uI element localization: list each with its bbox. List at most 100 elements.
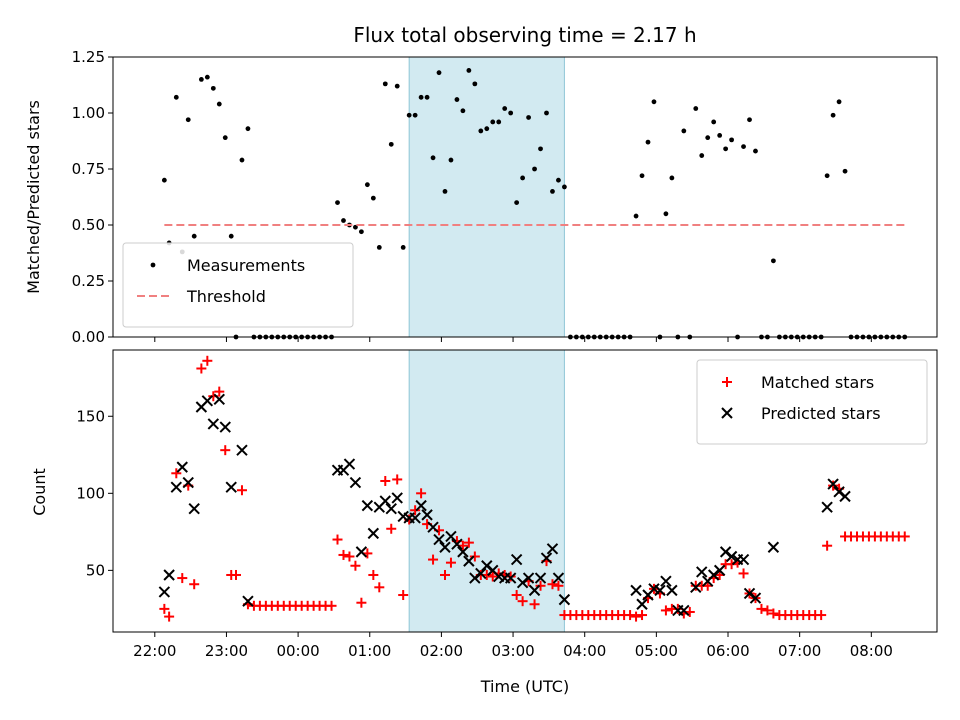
matched-stars-point-6 (196, 363, 207, 374)
predicted-stars-point-24-b (391, 492, 403, 504)
predicted-stars-point-10-b (219, 421, 231, 433)
measurements-point-65 (550, 189, 555, 194)
predicted-stars-point-73 (767, 541, 780, 553)
predicted-stars-point-17-b (349, 476, 362, 489)
measurements-point-115 (848, 334, 854, 340)
predicted-stars-point-31 (433, 533, 445, 546)
measurements-point-7 (204, 74, 210, 80)
matched-stars-point-110 (816, 610, 827, 621)
measurements-point-20 (281, 334, 287, 340)
measurements-point-9 (216, 101, 222, 107)
predicted-stars-point-73-b (767, 541, 780, 553)
measurements-point-58 (508, 110, 514, 116)
measurements-point-34 (364, 182, 370, 188)
measurements-point-71 (585, 334, 591, 340)
matched-stars-point-124 (899, 531, 910, 542)
measurements-point-113 (836, 99, 842, 105)
measurements-point-78 (627, 334, 633, 340)
predicted-stars-point-44-b (510, 553, 523, 566)
predicted-stars-point-77-b (839, 490, 851, 503)
measurements-point-53 (478, 128, 484, 134)
y-tick-label-counts-1: 100 (76, 484, 105, 502)
measurements-point-123 (896, 334, 902, 340)
matched-stars-point-101 (762, 605, 773, 616)
y-tick-label-counts-0: 50 (86, 561, 105, 579)
measurements-point-24 (305, 334, 311, 340)
predicted-stars-point-32-b (439, 541, 451, 553)
measurements-point-45 (430, 155, 436, 161)
x-tick-label-9: 07:00 (778, 642, 821, 660)
measurements-point-49 (454, 97, 460, 102)
axes-frame-layer (112, 56, 938, 633)
matched-stars-point-63 (535, 580, 546, 591)
predicted-stars-point-8-b (207, 418, 220, 430)
measurements-point-0 (161, 177, 167, 183)
measurements-point-100 (759, 334, 764, 340)
measurements-point-26 (317, 334, 322, 340)
predicted-stars-point-3-b (176, 461, 188, 473)
matched-stars-point-55 (487, 571, 498, 582)
predicted-stars-point-72-b (749, 592, 762, 604)
predicted-stars-point-46-b (522, 572, 535, 584)
measurements-point-11 (228, 233, 234, 239)
matched-stars-point-38 (386, 523, 397, 534)
predicted-stars-point-57-b (654, 584, 666, 597)
predicted-stars-point-5-b (188, 503, 200, 515)
predicted-stars-point-30-b (427, 521, 439, 533)
legend-swatch-measurements (150, 262, 156, 268)
predicted-stars-point-1-b (163, 569, 175, 581)
predicted-stars-point-43 (504, 572, 517, 584)
matched-stars-point-30 (338, 549, 349, 560)
measurements-point-51 (466, 68, 472, 73)
measurements-point-35 (370, 195, 376, 201)
measurements-point-44 (424, 94, 430, 100)
predicted-stars-point-47-b (528, 584, 541, 597)
matched-stars-point-62 (529, 599, 540, 610)
x-axis-label: Time (UTC) (480, 677, 569, 696)
predicted-stars-point-27-b (409, 512, 421, 524)
predicted-stars-point-24 (391, 492, 403, 504)
predicted-stars-point-16-b (343, 458, 356, 470)
predicted-stars-point-19 (361, 499, 374, 512)
measurements-point-97 (741, 144, 746, 150)
predicted-stars-point-28 (415, 499, 427, 512)
measurements-point-102 (770, 258, 776, 264)
predicted-stars-point-56-b (648, 583, 660, 595)
measurements-point-62 (532, 166, 537, 172)
predicted-stars-point-74 (821, 501, 833, 513)
measurements-point-19 (275, 334, 281, 340)
measurements-point-77 (621, 334, 627, 340)
predicted-stars-point-16 (343, 458, 356, 470)
measurements-point-15 (251, 334, 257, 340)
measurements-point-110 (818, 334, 824, 340)
matched-stars-point-35 (368, 569, 379, 580)
measurements-point-72 (591, 334, 597, 340)
predicted-stars-point-19-b (361, 499, 374, 512)
measurements-point-27 (323, 334, 328, 340)
predicted-stars-point-9 (213, 393, 225, 406)
predicted-stars-point-54 (636, 598, 648, 610)
matched-stars-point-12 (231, 569, 242, 580)
measurements-point-23 (299, 334, 305, 340)
measurements-point-4 (185, 117, 191, 123)
matched-stars-point-79 (631, 611, 642, 622)
predicted-stars-point-29-b (421, 509, 433, 521)
predicted-stars-point-72 (749, 592, 762, 604)
matched-stars-point-112 (828, 480, 839, 491)
measurements-point-80 (639, 173, 645, 179)
matched-stars-point-32 (350, 560, 361, 571)
predicted-stars-point-76-b (833, 486, 845, 498)
matched-stars-point-10 (220, 445, 231, 456)
predicted-stars-point-51-b (552, 572, 565, 584)
measurements-point-81 (645, 139, 651, 145)
y-axis-label-ratio: Matched/Predicted stars (24, 100, 43, 294)
measurements-point-25 (311, 334, 317, 340)
legend-label-matched-stars: Matched stars (761, 373, 874, 392)
measurements-point-109 (812, 334, 818, 340)
measurements-point-48 (448, 157, 454, 163)
measurements-point-116 (854, 334, 860, 340)
matched-stars-point-66 (553, 580, 564, 591)
matched-stars-point-48 (445, 557, 456, 568)
measurements-point-103 (776, 334, 782, 340)
